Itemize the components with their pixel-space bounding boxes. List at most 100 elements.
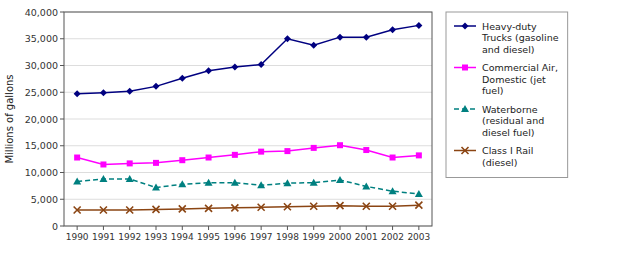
point-marker: [100, 89, 107, 96]
point-marker: [179, 157, 185, 163]
point-marker: [283, 179, 291, 186]
grid-line: [64, 199, 432, 200]
y-axis-label: Millions of gallons: [4, 74, 15, 163]
point-marker: [232, 152, 238, 158]
x-tick: [182, 226, 183, 230]
x-tick: [103, 226, 104, 230]
legend-marker: [462, 147, 469, 154]
point-marker: [337, 202, 344, 209]
point-marker: [205, 67, 212, 74]
x-tick: [313, 226, 314, 230]
point-marker: [258, 149, 264, 155]
x-tick: [77, 226, 78, 230]
grid-line: [64, 119, 432, 120]
x-tick-label: 2003: [407, 232, 430, 242]
x-tick: [366, 226, 367, 230]
point-marker: [390, 155, 396, 161]
point-marker: [231, 204, 238, 211]
grid: [64, 12, 432, 226]
y-tick-label: 5,000: [31, 194, 58, 205]
point-marker: [74, 90, 81, 97]
legend: Heavy-dutyTrucks (gasolineand diesel) Com…: [446, 12, 568, 178]
x-tick: [418, 226, 419, 230]
y-tick: [60, 65, 64, 66]
point-marker: [363, 203, 370, 210]
point-marker: [310, 179, 318, 186]
point-marker: [415, 22, 422, 29]
y-tick-label: 15,000: [25, 140, 58, 151]
x-tick: [392, 226, 393, 230]
x-tick-label: 2002: [381, 232, 404, 242]
point-marker: [73, 178, 81, 185]
x-tick-label: 1998: [276, 232, 299, 242]
y-tick: [60, 226, 64, 227]
grid-line: [64, 38, 432, 39]
point-marker: [363, 147, 369, 153]
axes: 05,00010,00015,00020,00025,00030,00035,0…: [25, 7, 432, 243]
point-marker: [205, 179, 213, 186]
y-tick: [60, 12, 64, 13]
point-marker: [389, 203, 396, 210]
x-tick-label: 1994: [171, 232, 194, 242]
x-tick: [156, 226, 157, 230]
legend-label: Commercial Air,Domestic (jetfuel): [482, 62, 558, 96]
x-tick-label: 1997: [250, 232, 273, 242]
grid-line: [64, 145, 432, 146]
series: [74, 142, 422, 167]
x-tick-label: 1993: [145, 232, 168, 242]
point-marker: [363, 34, 370, 41]
point-marker: [258, 204, 265, 211]
point-marker: [336, 176, 344, 183]
point-marker: [100, 161, 106, 167]
x-tick-label: 1991: [92, 232, 115, 242]
y-tick-label: 0: [52, 221, 58, 232]
x-tick-label: 1999: [302, 232, 325, 242]
point-marker: [415, 190, 423, 197]
series: [74, 22, 423, 97]
y-tick-label: 10,000: [25, 167, 58, 178]
x-tick: [340, 226, 341, 230]
x-tick-label: 1992: [118, 232, 141, 242]
y-tick: [60, 119, 64, 120]
point-marker: [284, 203, 291, 210]
point-marker: [206, 155, 212, 161]
legend-label: Heavy-dutyTrucks (gasolineand diesel): [481, 21, 559, 55]
point-marker: [74, 206, 81, 213]
point-marker: [179, 75, 186, 82]
y-tick-label: 35,000: [25, 33, 58, 44]
point-marker: [284, 35, 291, 42]
legend-marker: [462, 65, 468, 71]
point-marker: [310, 42, 317, 49]
y-tick: [60, 199, 64, 200]
series: [74, 202, 423, 214]
point-marker: [152, 183, 160, 190]
point-marker: [126, 88, 133, 95]
point-marker: [389, 26, 396, 33]
chart: 05,00010,00015,00020,00025,00030,00035,0…: [0, 0, 624, 256]
point-marker: [258, 61, 265, 68]
point-marker: [415, 202, 422, 209]
series: [73, 175, 423, 197]
point-marker: [74, 155, 80, 161]
point-marker: [153, 206, 160, 213]
point-marker: [126, 175, 134, 182]
point-marker: [99, 175, 107, 182]
point-marker: [127, 160, 133, 166]
point-marker: [337, 142, 343, 148]
x-tick: [208, 226, 209, 230]
y-tick-label: 30,000: [25, 60, 58, 71]
point-marker: [231, 64, 238, 71]
x-tick: [234, 226, 235, 230]
point-marker: [231, 179, 239, 186]
y-tick: [60, 38, 64, 39]
y-tick: [60, 92, 64, 93]
y-tick: [60, 145, 64, 146]
y-tick-label: 20,000: [25, 114, 58, 125]
point-marker: [284, 148, 290, 154]
plot-frame: [64, 12, 432, 226]
x-tick-label: 1995: [197, 232, 220, 242]
x-tick: [261, 226, 262, 230]
point-marker: [153, 160, 159, 166]
legend-marker: [461, 105, 469, 112]
point-marker: [310, 203, 317, 210]
